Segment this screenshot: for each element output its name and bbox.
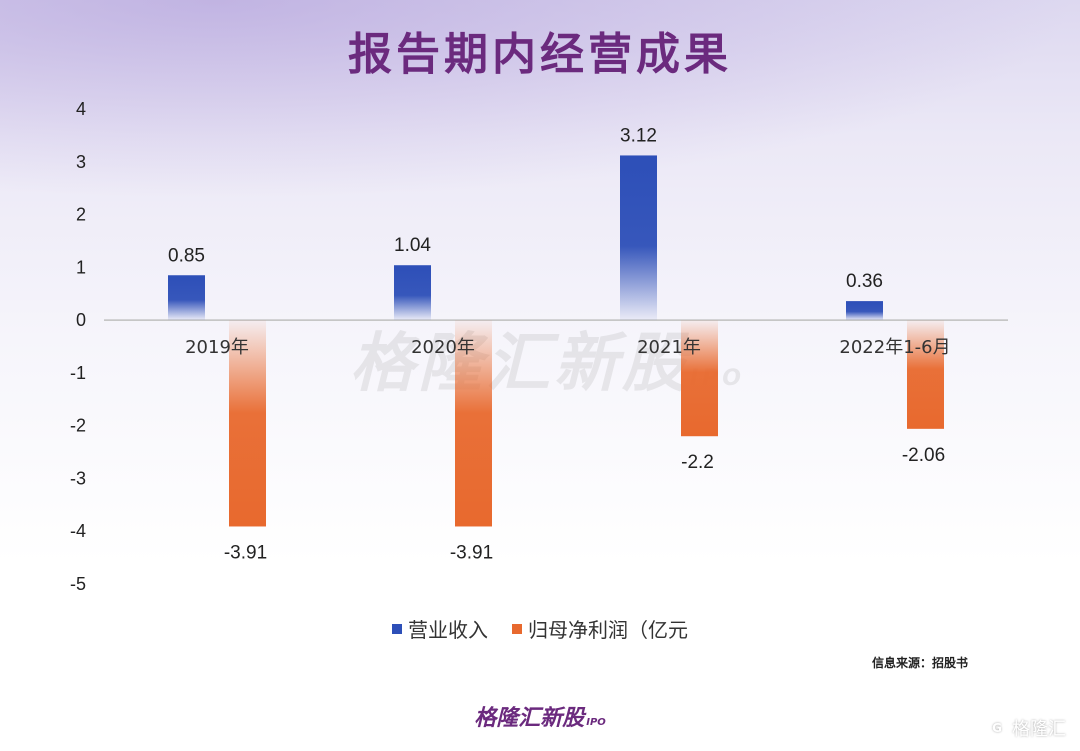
x-category-label: 2021年 xyxy=(637,337,701,358)
bar-revenue xyxy=(846,301,883,321)
bar-net-profit xyxy=(907,320,944,429)
bar-net-profit xyxy=(681,320,718,437)
bar-revenue xyxy=(394,265,431,321)
brand-icon: G xyxy=(986,717,1008,739)
legend-label-net-profit: 归母净利润（亿元 xyxy=(528,618,688,642)
y-tick-label: -2 xyxy=(70,416,86,436)
data-label-net-profit: -3.91 xyxy=(224,542,267,563)
corner-badge: G 格隆汇 xyxy=(986,715,1066,741)
x-category-label: 2019年 xyxy=(185,337,249,358)
data-label-revenue: 1.04 xyxy=(394,235,431,256)
data-label-revenue: 0.36 xyxy=(846,271,883,292)
bar-revenue xyxy=(168,275,205,321)
data-label-net-profit: -2.2 xyxy=(681,452,714,473)
y-tick-label: -5 xyxy=(70,574,86,594)
y-tick-label: 3 xyxy=(76,152,86,172)
y-tick-label: 0 xyxy=(76,310,86,330)
y-tick-label: 1 xyxy=(76,257,86,277)
legend-swatch-net-profit xyxy=(512,623,522,634)
brand-logo: 格隆汇新股 IPO xyxy=(0,700,1080,732)
source-note: 信息来源：招股书 xyxy=(871,656,968,670)
x-category-label: 2020年 xyxy=(411,337,475,358)
legend-item-net-profit: 归母净利润（亿元 xyxy=(512,614,688,643)
chart-title: 报告期内经营成果 xyxy=(348,29,732,80)
logo-text: 格隆汇新股 xyxy=(474,706,585,731)
bar-net-profit xyxy=(455,320,492,527)
y-tick-label: -3 xyxy=(70,468,86,488)
x-category-label: 2022年1-6月 xyxy=(839,337,950,358)
y-tick-label: -4 xyxy=(70,521,86,541)
data-label-net-profit: -2.06 xyxy=(902,445,945,466)
bar-revenue xyxy=(620,155,657,321)
data-label-revenue: 3.12 xyxy=(620,125,657,146)
y-tick-label: -1 xyxy=(70,363,86,383)
chart-legend: 营业收入 归母净利润（亿元 xyxy=(0,614,1080,643)
y-tick-label: 4 xyxy=(76,99,86,119)
legend-item-revenue: 营业收入 xyxy=(392,614,488,643)
y-tick-label: 2 xyxy=(76,205,86,225)
logo-suffix: IPO xyxy=(586,717,606,728)
legend-label-revenue: 营业收入 xyxy=(408,618,488,642)
data-label-revenue: 0.85 xyxy=(168,245,205,266)
bar-net-profit xyxy=(229,320,266,527)
data-label-net-profit: -3.91 xyxy=(450,542,493,563)
legend-swatch-revenue xyxy=(392,623,402,634)
corner-badge-text: 格隆汇 xyxy=(1012,719,1066,740)
